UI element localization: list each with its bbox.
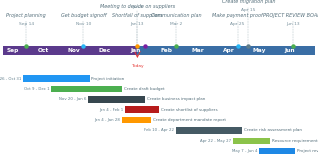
Text: Jun 13: Jun 13: [287, 22, 300, 26]
Text: Create department mandate report: Create department mandate report: [153, 118, 226, 122]
Bar: [88, 96, 145, 103]
Text: Jan 4 - Jan 28: Jan 4 - Jan 28: [94, 118, 120, 122]
Text: Feb: Feb: [161, 48, 173, 53]
Text: Communication plan: Communication plan: [151, 13, 201, 18]
Text: Apr 25: Apr 25: [231, 22, 245, 26]
Text: Create migration plan: Create migration plan: [222, 0, 275, 4]
Text: PROJECT REVIEW BOARD: PROJECT REVIEW BOARD: [263, 13, 318, 18]
Text: May: May: [252, 48, 266, 53]
Bar: [259, 148, 295, 155]
Text: Nov 10: Nov 10: [76, 22, 91, 26]
Text: Meeting to decide on suppliers: Meeting to decide on suppliers: [100, 4, 175, 9]
Text: Mar 2: Mar 2: [170, 22, 182, 26]
Bar: [23, 75, 90, 82]
Text: Apr: Apr: [223, 48, 234, 53]
Text: Sep 26 - Oct 31: Sep 26 - Oct 31: [0, 77, 21, 81]
Text: Apr 15: Apr 15: [241, 8, 256, 12]
Text: Create shortlist of suppliers: Create shortlist of suppliers: [161, 108, 218, 112]
Text: Nov: Nov: [68, 48, 80, 53]
Text: Apr 22 - May 27: Apr 22 - May 27: [200, 139, 231, 143]
Text: Make payment proof: Make payment proof: [212, 13, 263, 18]
Text: Create risk assessment plan: Create risk assessment plan: [244, 128, 302, 132]
Text: Sep 14: Sep 14: [19, 22, 34, 26]
Bar: [51, 86, 122, 92]
Bar: [176, 127, 242, 134]
Text: Sep: Sep: [6, 48, 19, 53]
Bar: [122, 117, 151, 123]
Text: Project review: Project review: [297, 149, 318, 153]
Bar: [137, 46, 315, 55]
Text: Create business impact plan: Create business impact plan: [147, 97, 205, 101]
Text: Oct: Oct: [38, 48, 49, 53]
Text: Resource requirements: Resource requirements: [272, 139, 318, 143]
Bar: [233, 138, 270, 144]
Text: Jan 4 - Feb 1: Jan 4 - Feb 1: [99, 108, 123, 112]
Text: Get budget signoff: Get budget signoff: [61, 13, 106, 18]
Text: Feb 10 - Apr 22: Feb 10 - Apr 22: [144, 128, 174, 132]
Text: Jan: Jan: [131, 48, 141, 53]
Text: Nov 20 - Jan 6: Nov 20 - Jan 6: [59, 97, 86, 101]
Text: Jan 13: Jan 13: [131, 22, 144, 26]
Text: Today: Today: [131, 64, 144, 68]
Text: Jun: Jun: [285, 48, 295, 53]
Bar: [125, 106, 159, 113]
Text: May 7 - Jun 4: May 7 - Jun 4: [232, 149, 258, 153]
Text: Oct 9 - Dec 1: Oct 9 - Dec 1: [24, 87, 49, 91]
Text: Project planning: Project planning: [6, 13, 46, 18]
Text: Shortfall of suppliers: Shortfall of suppliers: [112, 13, 162, 18]
Bar: [3, 46, 137, 55]
Text: Mar: Mar: [191, 48, 204, 53]
Text: Project initiation: Project initiation: [92, 77, 125, 81]
Text: Create draft budget: Create draft budget: [124, 87, 164, 91]
Text: Dec: Dec: [99, 48, 111, 53]
Text: Jan 3: Jan 3: [132, 5, 143, 9]
